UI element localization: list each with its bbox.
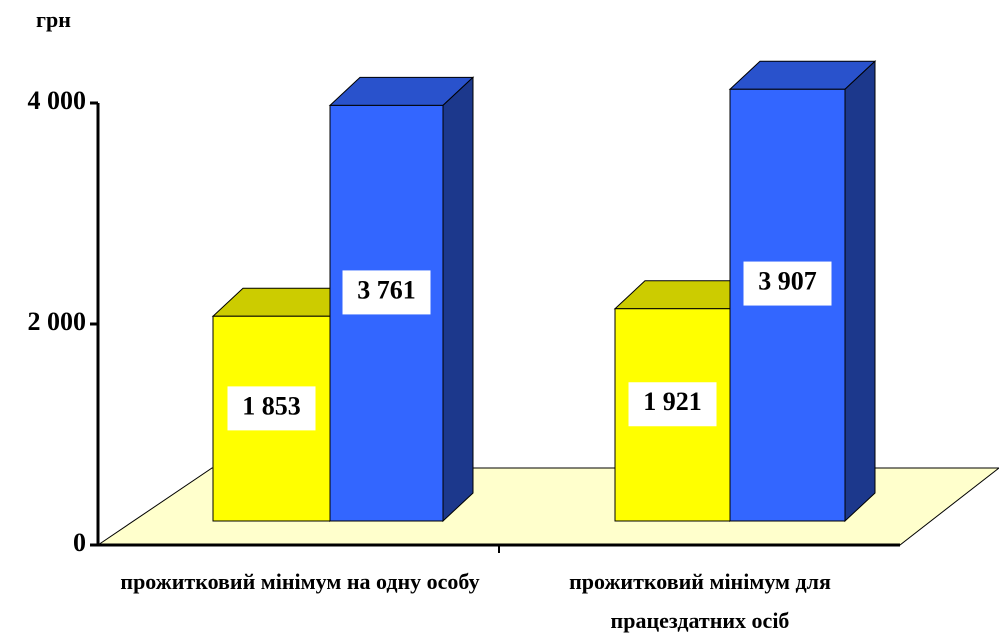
x-tick-label: прожитковий мінімум на одну особу — [120, 569, 480, 594]
value-label-box — [628, 382, 717, 427]
value-label-box — [227, 386, 316, 431]
y-tick-label: 2 000 — [28, 307, 87, 336]
y-axis-label: грн — [36, 7, 71, 32]
value-label: 1 853 — [242, 391, 301, 420]
y-tick-label: 4 000 — [28, 86, 87, 115]
value-label: 1 921 — [643, 387, 702, 416]
value-label-box — [342, 270, 431, 315]
bar-side — [442, 76, 474, 523]
value-label: 3 761 — [357, 275, 416, 304]
x-tick-label: прожитковий мінімум для працездатних осі… — [569, 569, 831, 633]
y-tick-label: 0 — [73, 528, 86, 557]
bar-side — [844, 60, 876, 523]
value-label: 3 907 — [758, 267, 817, 296]
value-label-box — [743, 261, 832, 306]
